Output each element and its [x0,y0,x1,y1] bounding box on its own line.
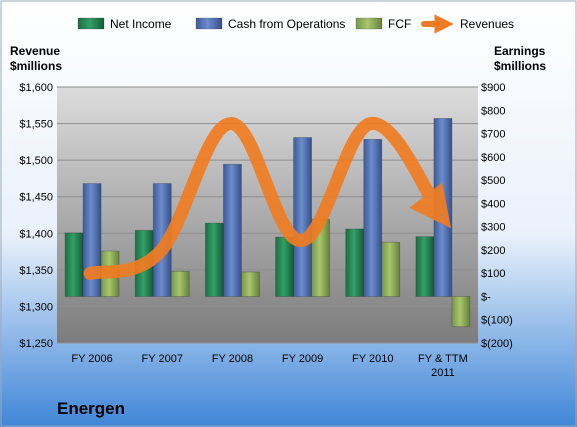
right-tick-label: $(100) [481,315,513,327]
right-tick-label: $800 [481,105,505,117]
legend-swatch [77,17,105,30]
bar-cash-from-operations [293,137,312,297]
left-tick-label: $1,450 [19,192,53,204]
right-tick-label: $500 [481,175,505,187]
left-tick-label: $1,550 [19,119,53,131]
right-tick-label: $600 [481,152,505,164]
bar-fcf [170,270,190,297]
x-tick-label: FY 2009 [282,353,323,365]
x-tick-label: FY 2010 [352,353,393,365]
x-axis-ticks: FY 2006 FY 2007 FY 2008 FY 2009 FY 2010 FY & … [71,353,467,379]
x-tick-label: FY 2008 [212,353,253,365]
right-axis-ticks: $(200) $(100) $- $100 $200 $300 $400 $500 $600 $7… [481,82,513,350]
right-tick-label: $200 [481,245,505,257]
right-axis-label-line1: Earnings [494,44,546,58]
bar-net-income [205,222,224,297]
right-tick-label: $300 [481,222,505,234]
left-tick-label: $1,250 [19,338,53,350]
series-line-revenues [83,117,452,281]
left-tick-label: $1,500 [19,155,53,167]
right-tick-label: $400 [481,198,505,210]
legend-swatch [355,17,383,30]
plot-area [57,87,478,343]
x-tick-label: FY & TTM 2011 [418,353,468,379]
right-tick-label: $(200) [481,338,513,350]
bar-cash-from-operations [223,163,242,297]
left-tick-label: $1,400 [19,228,53,240]
left-axis-label-line1: Revenue [10,44,60,58]
legend-label: FCF [388,17,411,31]
legend-swatch [195,17,223,30]
right-tick-label: $100 [481,268,505,280]
left-tick-label: $1,600 [19,82,53,94]
bar-net-income [345,228,365,297]
right-axis-label-line2: $millions [494,59,546,73]
bar-fcf [241,271,260,297]
legend: Net Income Cash from Operations FCF Revenue… [77,14,514,34]
right-tick-label: $900 [481,82,505,94]
legend-label: Net Income [110,17,172,31]
chart-title: Energen [57,399,125,418]
bar-net-income [275,236,294,297]
legend-label: Revenues [460,17,514,31]
left-tick-label: $1,350 [19,265,53,277]
bar-net-income [64,232,84,297]
bar-fcf [451,296,471,328]
left-axis-ticks: $1,250 $1,300 $1,350 $1,400 $1,450 $1,500 $1,5… [19,82,53,350]
bar-cash-from-operations [363,138,383,297]
x-tick-label: FY 2006 [71,353,112,365]
left-tick-label: $1,300 [19,301,53,313]
left-axis-label-line2: $millions [10,59,62,73]
right-tick-label: $700 [481,129,505,141]
bar-net-income [415,236,435,297]
bar-fcf [381,241,401,297]
right-tick-label: $- [481,291,491,303]
legend-label: Cash from Operations [228,17,345,31]
x-tick-label: FY 2007 [142,353,183,365]
